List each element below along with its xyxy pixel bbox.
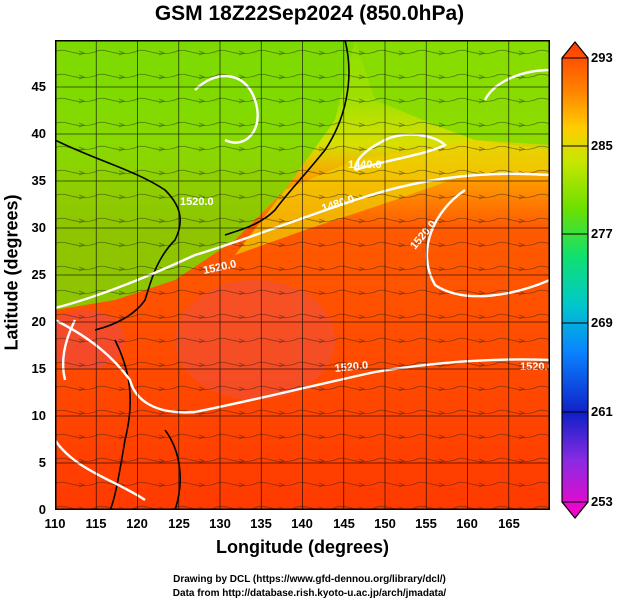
- y-tick: 30: [31, 220, 46, 235]
- colorbar-ticks: [562, 57, 588, 503]
- y-tick: 10: [31, 408, 46, 423]
- y-tick: 25: [31, 267, 46, 282]
- x-tick: 145: [333, 516, 355, 531]
- x-tick: 120: [126, 516, 148, 531]
- colorbar-tick: 261: [591, 404, 613, 419]
- x-tick: 155: [415, 516, 437, 531]
- y-tick: 0: [38, 502, 46, 517]
- x-tick: 160: [456, 516, 478, 531]
- x-tick: 110: [44, 516, 66, 531]
- x-tick: 115: [85, 516, 107, 531]
- y-tick: 45: [31, 79, 46, 94]
- y-axis-label: Latitude (degrees): [1, 194, 22, 351]
- x-tick: 130: [209, 516, 231, 531]
- y-tick: 15: [31, 361, 46, 376]
- x-tick: 165: [498, 516, 520, 531]
- map-title: GSM 18Z22Sep2024 (850.0hPa): [154, 2, 465, 25]
- colorbar-tick: 269: [591, 315, 613, 330]
- x-tick: 125: [168, 516, 190, 531]
- y-tick: 40: [31, 126, 46, 141]
- y-tick: 5: [38, 455, 46, 470]
- map-plot: 1440.0 1480.0 1520.0 1520.0 1520.0 1520.…: [55, 40, 550, 510]
- x-tick: 140: [291, 516, 313, 531]
- x-tick: 135: [250, 516, 272, 531]
- y-tick: 35: [31, 173, 46, 188]
- contour-label: 1520.0: [520, 361, 550, 373]
- map-frame: [55, 40, 550, 510]
- credit-data: Data from http://database.rish.kyoto-u.a…: [172, 588, 447, 599]
- colorbar-tick: 277: [591, 226, 613, 241]
- contour-label: 1440.0: [348, 159, 382, 171]
- x-axis-label: Longitude (degrees): [215, 537, 389, 557]
- colorbar-tick: 253: [591, 494, 613, 509]
- x-tick: 150: [374, 516, 396, 531]
- height-contours: [55, 68, 550, 501]
- y-tick: 20: [31, 314, 46, 329]
- credit-drawing: Drawing by DCL (https://www.gfd-dennou.o…: [173, 574, 446, 585]
- contour-label: 1520.0: [334, 360, 369, 375]
- colorbar-body: [561, 41, 589, 519]
- grid-lines: [55, 40, 550, 510]
- colorbar-tick: 293: [591, 50, 613, 65]
- contour-label: 1520.0: [180, 196, 214, 208]
- colorbar: [561, 41, 589, 519]
- colorbar-tick: 285: [591, 138, 613, 153]
- coastlines: [55, 40, 350, 510]
